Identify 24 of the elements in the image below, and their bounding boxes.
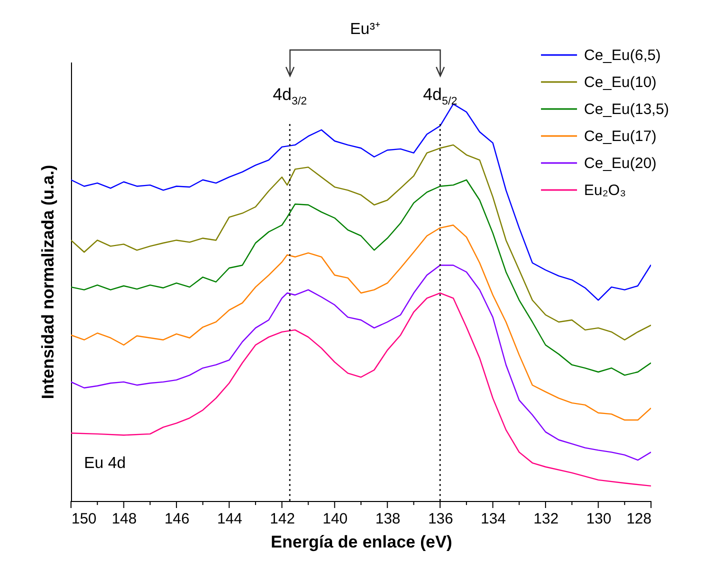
ref-line-label: 4d$_{5/2}$ — [422, 85, 458, 108]
x-tick-label: 148 — [112, 510, 137, 528]
x-tick-label: 136 — [428, 510, 454, 528]
legend-label: Ce_Eu(6,5) — [584, 47, 661, 64]
legend-label: Ce_Eu(20) — [584, 155, 657, 172]
x-tick-label: 144 — [217, 510, 242, 528]
x-tick-label: 132 — [534, 510, 559, 528]
x-tick-label: 140 — [322, 510, 348, 528]
legend-label: Ce_Eu(17) — [584, 128, 657, 145]
text: Eu³⁺ — [350, 21, 380, 38]
x-tick-label: 146 — [164, 510, 190, 528]
annotation: Eu 4d — [84, 455, 126, 472]
x-tick-label: 128 — [626, 510, 652, 528]
ref-line-label: 4d$_{3/2}$ — [272, 85, 307, 108]
y-axis-title: Intensidad normalizada (u.a.) — [38, 164, 58, 400]
legend-label: Ce_Eu(13,5) — [584, 101, 670, 118]
x-tick-label: 142 — [270, 510, 295, 528]
legend-label: Eu₂O₃ — [584, 182, 626, 199]
x-tick-label: 130 — [586, 510, 612, 528]
x-tick-label: 134 — [480, 510, 506, 528]
legend-label: Ce_Eu(10) — [584, 74, 657, 91]
x-tick-label: 138 — [375, 510, 400, 528]
x-axis-title: Energía de enlace (eV) — [270, 532, 452, 552]
x-tick-label: 150 — [72, 510, 97, 528]
